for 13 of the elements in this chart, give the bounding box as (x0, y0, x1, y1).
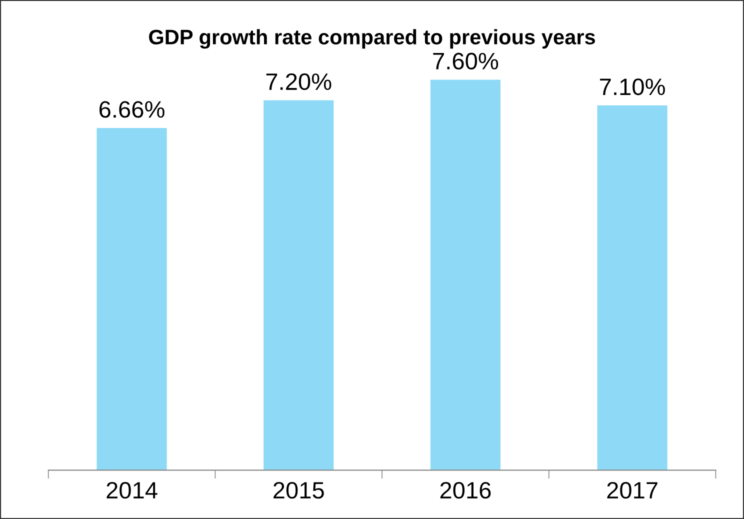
data-label: 7.60% (433, 52, 498, 70)
x-tick-label: 2015 (274, 482, 324, 499)
bar (430, 80, 500, 470)
chart-title: GDP growth rate compared to previous years (149, 29, 595, 49)
bar (96, 128, 167, 470)
data-label: 7.10% (600, 78, 665, 96)
data-label: 6.66% (100, 101, 164, 118)
bar (597, 105, 668, 470)
data-label: 7.20% (266, 73, 332, 90)
bar (264, 100, 334, 470)
x-tick-label: 2017 (607, 482, 658, 499)
x-tick-label: 2014 (106, 482, 158, 499)
x-tick-label: 2016 (440, 482, 491, 499)
